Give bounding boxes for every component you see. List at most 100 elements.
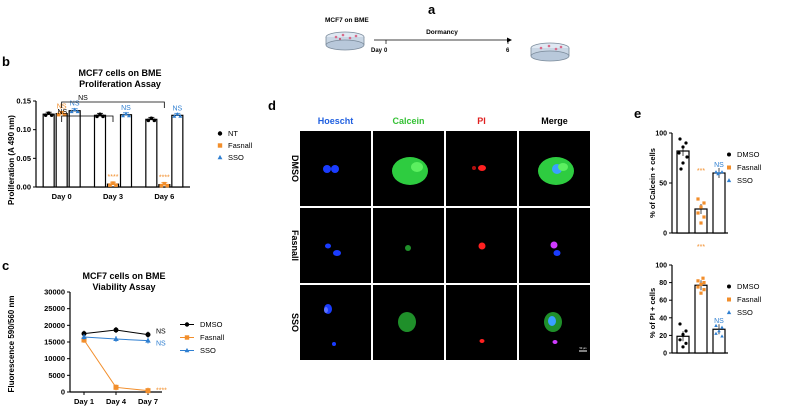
- data-point: [696, 197, 700, 201]
- significance-label: ***: [697, 244, 705, 251]
- y-tick-label: 0.05: [16, 154, 31, 163]
- cell-fluorescence: [550, 241, 558, 249]
- legend-label: DMSO: [737, 282, 760, 291]
- micrograph-panel: [300, 208, 371, 283]
- significance-label: ****: [156, 388, 167, 395]
- petri-dish-start-icon: [325, 31, 365, 51]
- legend-marker: [217, 154, 223, 160]
- data-point: [152, 118, 157, 123]
- column-label: Hoescht: [318, 116, 354, 126]
- y-tick-label: 40: [659, 315, 667, 322]
- dish-label: MCF7 on BME: [325, 17, 369, 24]
- legend-label: DMSO: [737, 150, 760, 159]
- data-point: [81, 331, 87, 337]
- data-point: [678, 338, 682, 342]
- data-point: [684, 341, 688, 345]
- bar: [712, 172, 726, 234]
- significance-label: ****: [108, 174, 119, 181]
- cell-fluorescence: [552, 340, 558, 344]
- significance-label: NS: [714, 162, 724, 169]
- data-point: [59, 110, 64, 115]
- data-point: [113, 384, 119, 390]
- micrograph-panel: [300, 285, 371, 360]
- data-point: [146, 118, 151, 123]
- column-label: PI: [477, 116, 486, 126]
- legend-marker: [184, 322, 190, 327]
- legend-marker: [726, 178, 732, 183]
- legend-marker: [726, 310, 732, 315]
- data-point: [720, 170, 724, 174]
- chart-c-ylabel: Fluorescence 590/560 nm: [7, 296, 16, 393]
- significance-label: NS: [714, 318, 724, 325]
- data-point: [696, 279, 700, 283]
- data-point: [696, 211, 700, 215]
- cell-fluorescence: [478, 165, 486, 171]
- legend-marker: [727, 165, 731, 170]
- data-point: [165, 183, 170, 188]
- data-point: [717, 329, 721, 333]
- row-label: SSO: [290, 313, 300, 332]
- cell-fluorescence: [478, 242, 486, 250]
- y-tick-label: 30000: [44, 288, 65, 297]
- data-point: [681, 161, 685, 165]
- panel-c-letter: c: [2, 258, 9, 273]
- y-tick-label: 60: [659, 298, 667, 305]
- legend-label: Fasnall: [737, 163, 762, 172]
- y-tick-label: 50: [659, 181, 667, 188]
- y-tick-label: 100: [655, 131, 667, 138]
- legend-marker: [184, 335, 190, 340]
- y-tick-label: 0.10: [16, 125, 31, 134]
- dormancy-label: Dormancy: [426, 29, 458, 36]
- data-point: [702, 215, 706, 219]
- cell-fluorescence: [331, 165, 339, 173]
- data-point: [127, 113, 131, 118]
- data-point: [159, 183, 164, 188]
- cell-fluorescence: [548, 316, 556, 326]
- y-tick-label: 0: [663, 231, 667, 238]
- data-point: [684, 329, 688, 333]
- chart-b-title: MCF7 cells on BME: [78, 68, 161, 78]
- bar: [145, 118, 158, 188]
- cell-fluorescence: [398, 312, 416, 332]
- legend-label: NT: [228, 129, 238, 138]
- x-tick-label: Day 0: [52, 192, 72, 201]
- data-point: [81, 334, 87, 339]
- significance-label: ****: [159, 175, 170, 182]
- cell-fluorescence: [332, 342, 336, 346]
- data-point: [56, 112, 61, 117]
- data-point: [175, 112, 180, 116]
- legend-label: SSO: [737, 176, 753, 185]
- data-point: [702, 281, 706, 285]
- bar: [119, 114, 133, 188]
- data-point: [702, 288, 706, 292]
- data-point: [124, 111, 128, 116]
- panel-e-letter: e: [634, 106, 641, 121]
- day-start: 0: [384, 48, 388, 54]
- data-point: [108, 183, 112, 187]
- data-point: [178, 114, 183, 118]
- data-point: [678, 137, 682, 141]
- data-point: [701, 276, 705, 280]
- chart-c-title: MCF7 cells on BME: [82, 271, 165, 281]
- legend-marker: [727, 284, 731, 289]
- data-point: [699, 205, 703, 209]
- row-label: Fasnall: [290, 230, 300, 261]
- y-tick-label: 0.00: [16, 183, 31, 192]
- y-tick-label: 0.15: [16, 97, 31, 106]
- significance-label: ***: [697, 168, 705, 175]
- data-point: [162, 181, 167, 186]
- cell-fluorescence: [553, 250, 561, 256]
- comparison-bracket: [61, 101, 165, 108]
- chart-b-ylabel: Proliferation (A 490 nm): [7, 115, 16, 205]
- data-point: [121, 113, 125, 118]
- bracket-label: NS: [57, 109, 67, 116]
- data-point: [145, 388, 151, 394]
- data-point: [72, 107, 77, 112]
- data-point: [678, 322, 682, 326]
- data-point: [113, 336, 119, 341]
- panel-d-letter: d: [268, 98, 276, 113]
- bar: [68, 110, 81, 188]
- data-point: [69, 109, 74, 114]
- viability-chart: c MCF7 cells on BME Viability Assay Fluo…: [2, 258, 225, 406]
- panel-b-letter: b: [2, 54, 10, 69]
